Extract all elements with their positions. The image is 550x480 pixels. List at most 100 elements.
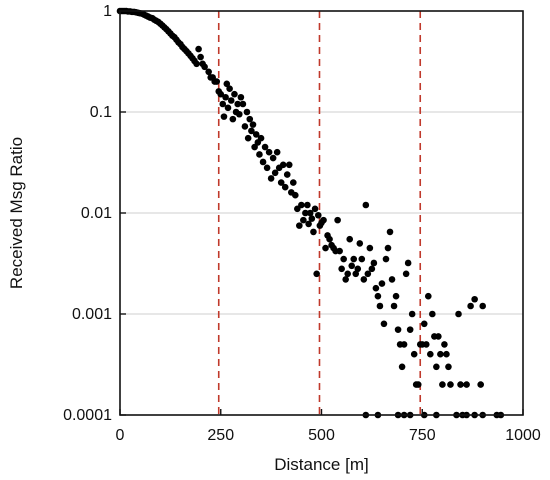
data-point	[402, 270, 410, 278]
data-point	[410, 350, 418, 358]
x-tick-label: 250	[207, 427, 234, 444]
data-point	[352, 270, 360, 278]
data-point	[257, 134, 265, 142]
data-point	[346, 235, 354, 243]
data-point	[283, 171, 291, 178]
data-point	[298, 201, 305, 209]
data-point	[372, 284, 380, 292]
y-tick-label: 1	[103, 3, 112, 20]
data-point	[362, 201, 370, 209]
data-point	[322, 244, 329, 252]
data-point	[219, 100, 227, 108]
data-point	[217, 90, 225, 98]
data-point	[429, 310, 436, 318]
data-point	[463, 381, 470, 388]
x-tick-label: 1000	[505, 427, 541, 444]
data-point	[310, 228, 317, 236]
data-point	[302, 209, 309, 217]
x-tick-label: 500	[308, 427, 335, 444]
axis-layer: 0 250 500 750 1000 1 0.1 0.01 0.001 0.0001	[63, 3, 541, 444]
data-point	[382, 255, 390, 263]
data-point	[273, 148, 281, 156]
data-point	[364, 270, 372, 278]
data-point	[380, 320, 388, 328]
data-point	[356, 240, 364, 247]
data-point	[340, 255, 347, 263]
data-point	[265, 148, 273, 156]
data-point	[443, 350, 450, 358]
data-point	[251, 143, 258, 151]
data-point	[447, 381, 454, 388]
data-point	[205, 68, 212, 76]
data-point	[390, 302, 398, 310]
data-point	[244, 134, 252, 142]
data-point	[193, 60, 200, 68]
data-point	[376, 302, 384, 310]
data-point	[252, 131, 260, 138]
data-point	[226, 85, 233, 93]
data-point	[455, 310, 462, 318]
data-point	[227, 97, 235, 104]
x-tick-label: 750	[409, 427, 436, 444]
data-point	[314, 211, 322, 219]
data-point	[435, 333, 442, 340]
data-point	[223, 80, 231, 88]
data-point	[414, 381, 422, 388]
data-point	[305, 220, 312, 228]
data-point	[338, 265, 345, 273]
data-point	[224, 104, 232, 112]
data-point	[231, 90, 238, 98]
data-point	[241, 123, 249, 130]
data-point	[467, 302, 474, 310]
data-point	[344, 270, 351, 278]
data-point	[285, 161, 293, 169]
grid-layer	[120, 111, 523, 315]
data-point	[269, 154, 277, 162]
data-point	[308, 215, 316, 222]
data-point	[271, 169, 279, 177]
data-point	[354, 265, 362, 273]
data-point	[281, 183, 289, 191]
data-point	[237, 93, 245, 101]
y-tick-label: 0.1	[90, 104, 112, 121]
data-point	[477, 381, 484, 388]
data-point	[437, 350, 444, 358]
data-point	[398, 363, 406, 371]
data-point	[279, 161, 287, 169]
data-point	[277, 179, 285, 186]
data-point	[360, 276, 368, 283]
data-point	[229, 115, 237, 123]
data-point	[243, 108, 251, 116]
data-point	[420, 320, 428, 328]
data-point	[263, 164, 271, 172]
data-point	[289, 179, 297, 186]
data-point	[248, 127, 255, 135]
data-point	[370, 259, 378, 267]
data-point	[306, 209, 314, 217]
data-point	[201, 63, 208, 71]
data-point	[304, 201, 311, 209]
data-point	[424, 292, 432, 300]
data-point	[404, 259, 412, 267]
data-point	[366, 244, 374, 252]
data-point	[392, 292, 400, 300]
data-point	[300, 216, 307, 224]
data-point	[311, 205, 319, 213]
data-point	[249, 121, 257, 128]
data-point	[433, 363, 440, 371]
data-point	[235, 110, 243, 118]
data-point	[358, 255, 366, 263]
data-point	[348, 262, 356, 270]
data-point	[422, 341, 430, 348]
y-tick-label: 0.001	[72, 306, 112, 323]
data-point	[246, 115, 254, 123]
data-point	[336, 247, 343, 255]
data-point	[427, 350, 434, 358]
data-point	[259, 158, 267, 166]
data-point	[222, 93, 229, 101]
data-point	[394, 326, 402, 333]
data-point	[350, 255, 358, 263]
data-point	[374, 292, 382, 300]
data-point	[457, 381, 464, 388]
